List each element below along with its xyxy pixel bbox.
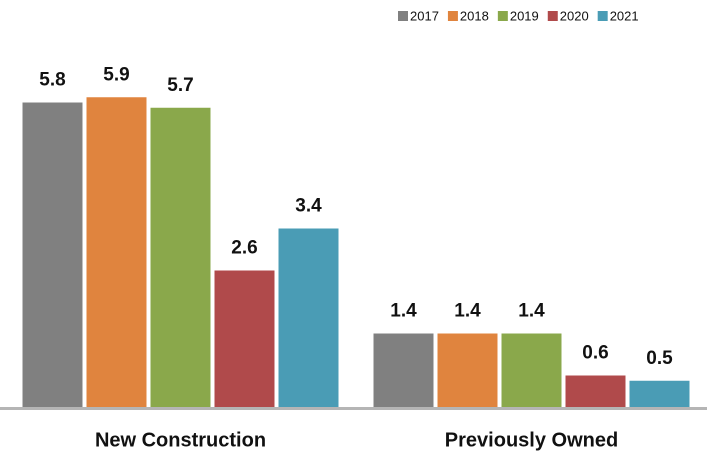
legend-swatch bbox=[497, 11, 508, 21]
bar bbox=[214, 270, 275, 407]
data-label: 3.4 bbox=[295, 196, 322, 217]
legend-swatch bbox=[398, 11, 408, 21]
x-tick-label: New Construction bbox=[95, 429, 266, 451]
bar bbox=[86, 97, 147, 407]
legend-label: 2021 bbox=[610, 8, 639, 23]
bar bbox=[22, 102, 83, 407]
bar bbox=[629, 380, 690, 407]
legend-swatch bbox=[447, 11, 458, 21]
legend-swatch bbox=[547, 11, 558, 21]
data-label: 0.5 bbox=[646, 348, 673, 369]
bar bbox=[437, 333, 498, 407]
data-label: 5.8 bbox=[39, 70, 65, 91]
legend-label: 2017 bbox=[410, 8, 439, 23]
data-label: 2.6 bbox=[231, 238, 257, 259]
x-tick-label: Previously Owned bbox=[445, 429, 618, 451]
bar bbox=[373, 333, 434, 407]
legend-label: 2018 bbox=[460, 8, 489, 23]
bar bbox=[150, 107, 211, 407]
legend-label: 2019 bbox=[510, 8, 539, 23]
data-label: 1.4 bbox=[454, 301, 481, 322]
data-label: 5.9 bbox=[103, 64, 129, 85]
bar bbox=[565, 375, 626, 407]
data-label: 1.4 bbox=[518, 301, 545, 322]
legend-swatch bbox=[597, 11, 608, 21]
bar bbox=[278, 228, 339, 407]
bar bbox=[501, 333, 562, 407]
data-label: 5.7 bbox=[167, 75, 193, 96]
data-label: 1.4 bbox=[390, 301, 417, 322]
legend-label: 2020 bbox=[560, 8, 589, 23]
data-label: 0.6 bbox=[582, 343, 608, 364]
